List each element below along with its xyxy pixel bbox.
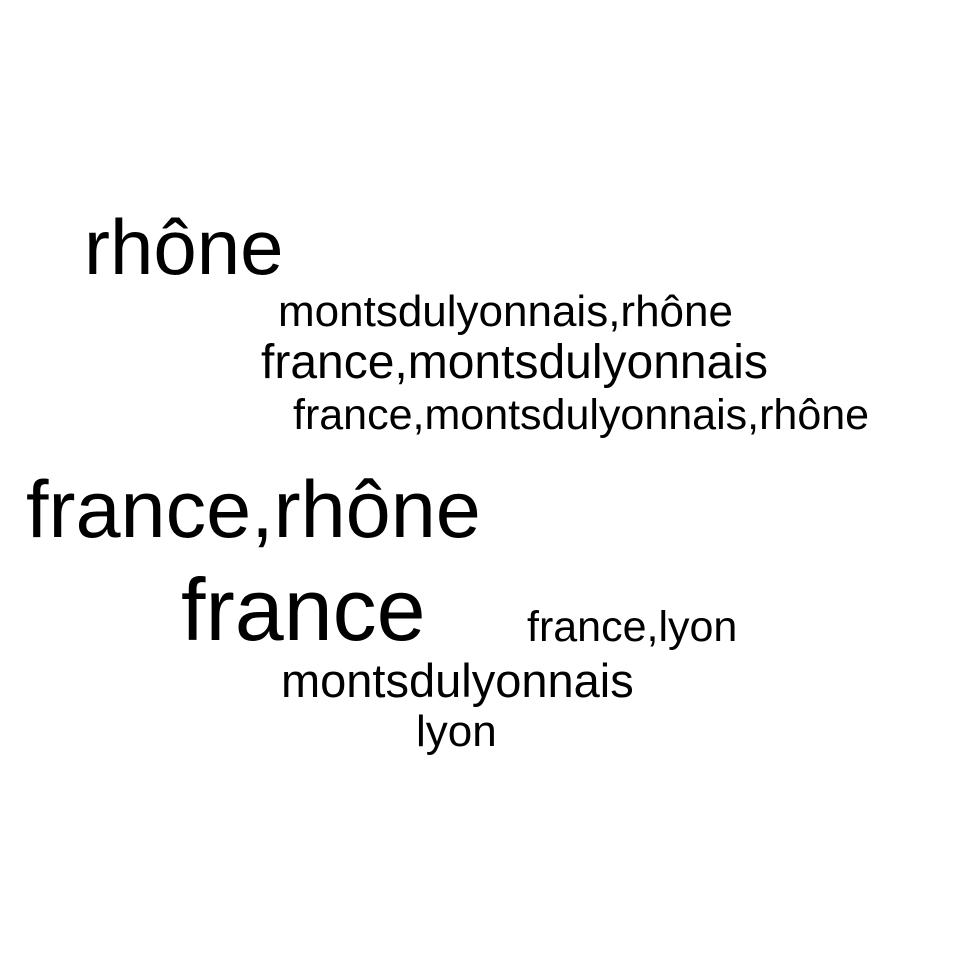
- word-rhone: rhône: [84, 203, 284, 291]
- word-france-montsdulyonnais-rhone: france,montsdulyonnais,rhône: [293, 391, 870, 439]
- word-france-montsdulyonnais: france,montsdulyonnais: [261, 336, 768, 389]
- word-france-rhone: france,rhône: [26, 465, 481, 555]
- word-montsdulyonnais: montsdulyonnais: [281, 654, 634, 707]
- word-lyon: lyon: [416, 707, 497, 756]
- word-france: france: [181, 560, 426, 659]
- word-montsdulyonnais-rhone: montsdulyonnais,rhône: [278, 287, 733, 336]
- word-france-lyon: france,lyon: [527, 603, 738, 651]
